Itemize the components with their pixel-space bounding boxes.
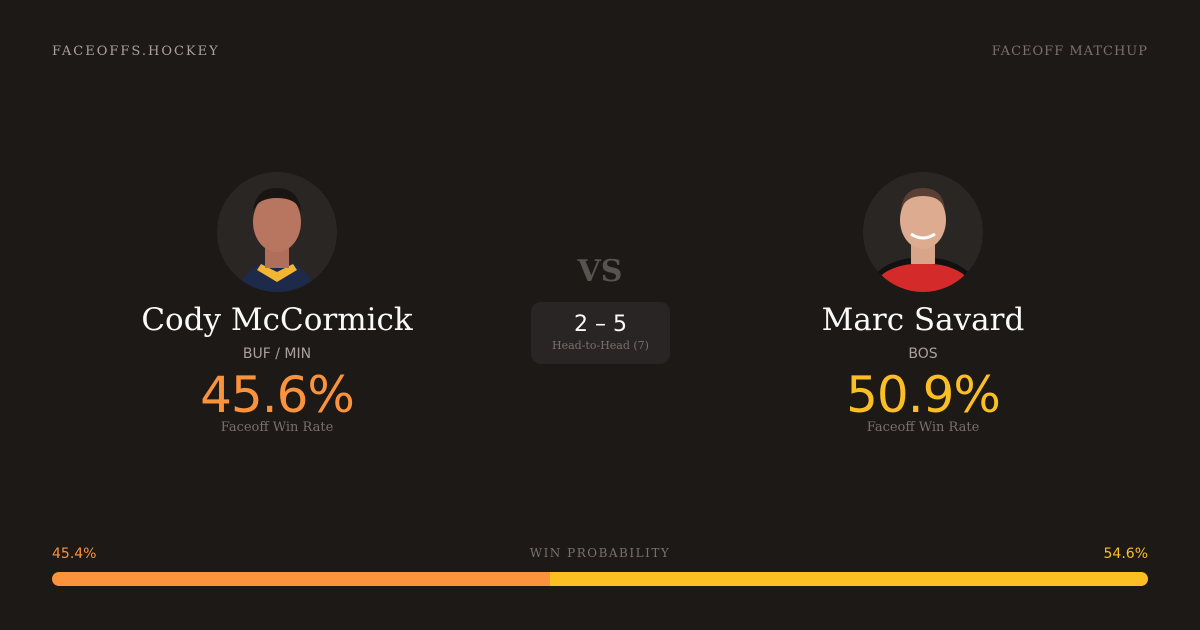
win-probability-bar-left bbox=[52, 572, 550, 586]
player-right: Marc Savard BOS 50.9% Faceoff Win Rate bbox=[743, 172, 1103, 435]
player-right-rate-label: Faceoff Win Rate bbox=[866, 420, 980, 435]
player-right-rate: 50.9% bbox=[846, 366, 1001, 424]
player-right-name: Marc Savard bbox=[821, 302, 1025, 338]
page-tag: FACEOFF MATCHUP bbox=[991, 44, 1148, 59]
win-probability-bar bbox=[52, 572, 1148, 586]
player-left: Cody McCormick BUF / MIN 45.6% Faceoff W… bbox=[97, 172, 457, 435]
player-left-rate: 45.6% bbox=[200, 366, 355, 424]
win-probability-bar-right bbox=[549, 572, 1148, 586]
head-to-head-label: Head-to-Head (7) bbox=[552, 339, 649, 352]
player-left-team: BUF / MIN bbox=[242, 346, 312, 362]
player-right-team: BOS bbox=[908, 346, 938, 362]
win-probability-label: WIN PROBABILITY bbox=[529, 546, 671, 560]
player-left-name: Cody McCormick bbox=[141, 302, 413, 338]
vs-label: VS bbox=[577, 254, 623, 289]
win-probability-right: 54.6% bbox=[1103, 546, 1148, 562]
head-to-head-box: 2 – 5 Head-to-Head (7) bbox=[531, 302, 670, 364]
player-left-avatar bbox=[217, 172, 337, 292]
head-to-head-score: 2 – 5 bbox=[574, 312, 627, 337]
win-probability-left: 45.4% bbox=[52, 546, 97, 562]
player-right-avatar bbox=[863, 172, 983, 292]
site-brand: FACEOFFS.HOCKEY bbox=[52, 44, 220, 59]
player-left-rate-label: Faceoff Win Rate bbox=[220, 420, 334, 435]
